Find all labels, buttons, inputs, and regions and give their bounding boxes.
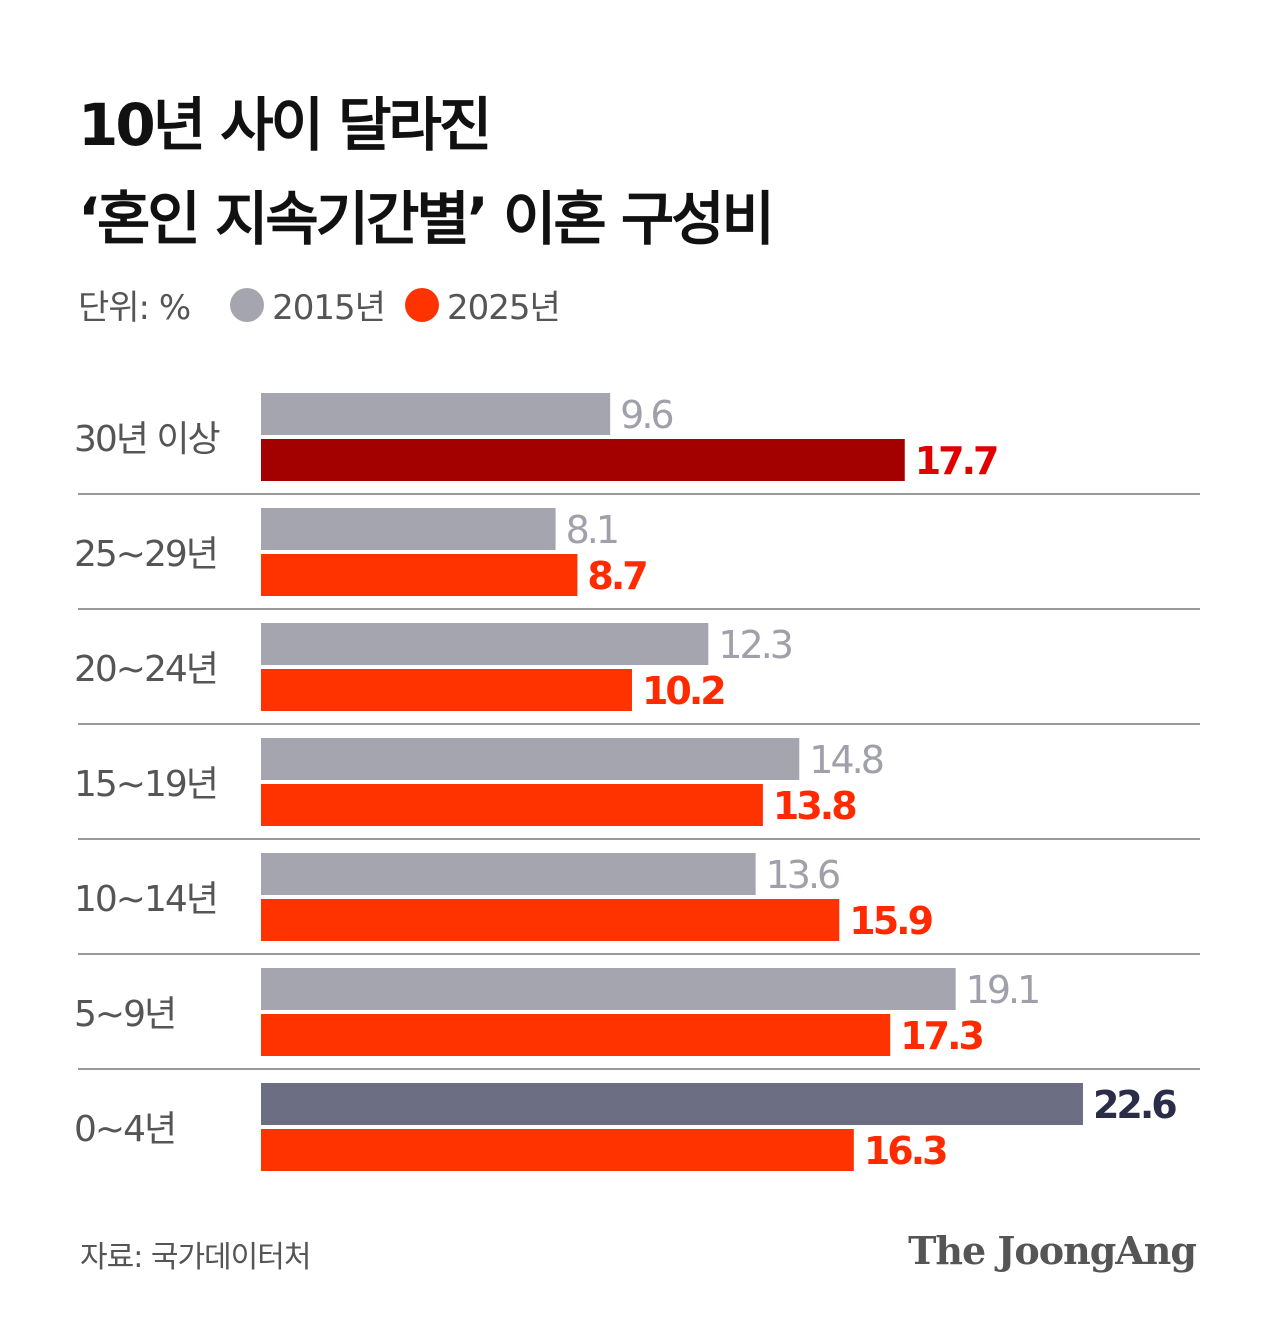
data-label-2015: 22.6 [1093, 1083, 1176, 1127]
category-label: 25~29년 [74, 534, 217, 575]
category-label: 5~9년 [74, 994, 175, 1035]
unit-label: 단위: % [78, 288, 191, 328]
legend-marker-2025 [404, 287, 439, 322]
legend: 단위: % 2015년 2025년 [78, 280, 561, 329]
legend-marker-2015 [230, 287, 265, 322]
data-label-2025: 8.7 [587, 554, 646, 598]
bar-2015 [261, 738, 800, 780]
bar-2025 [261, 439, 905, 481]
data-label-2025: 16.3 [864, 1129, 946, 1173]
bar-2025 [261, 1014, 891, 1056]
data-label-2025: 17.3 [900, 1014, 982, 1058]
category-label: 20~24년 [74, 649, 217, 690]
bar-2015 [261, 853, 756, 895]
legend-label-2025: 2025년 [446, 288, 561, 328]
bar-2015 [261, 968, 956, 1010]
data-label-2015: 13.6 [766, 853, 839, 897]
bar-2025 [261, 899, 840, 941]
bar-2015 [261, 1083, 1083, 1125]
bar-2015 [261, 508, 556, 550]
bar-2025 [261, 669, 632, 711]
bar-2025 [261, 784, 763, 826]
data-label-2015: 14.8 [809, 738, 882, 782]
legend-label-2015: 2015년 [272, 288, 386, 328]
source-note: 자료: 국가데이터처 [80, 1240, 311, 1275]
data-label-2025: 15.9 [849, 899, 932, 943]
data-label-2015: 19.1 [966, 968, 1039, 1012]
bar-2015 [261, 623, 709, 665]
data-label-2025: 10.2 [642, 669, 724, 713]
publisher-logo: The JoongAng [908, 1228, 1197, 1273]
data-label-2015: 8.1 [566, 508, 617, 552]
category-label: 10~14년 [74, 879, 217, 920]
chart-title-line1: 10년 사이 달라진 [78, 91, 492, 159]
data-label-2015: 12.3 [718, 623, 791, 667]
chart-title-line2: ‘혼인 지속기간별’ 이혼 구성비 [78, 185, 775, 253]
data-label-2025: 17.7 [915, 439, 997, 483]
data-label-2025: 13.8 [773, 784, 856, 828]
data-label-2015: 9.6 [620, 393, 672, 437]
bar-2025 [261, 554, 578, 596]
bar-2015 [261, 393, 611, 435]
category-label: 30년 이상 [74, 419, 219, 460]
bar-2025 [261, 1129, 854, 1171]
category-label: 15~19년 [74, 764, 217, 805]
category-label: 0~4년 [74, 1109, 175, 1150]
